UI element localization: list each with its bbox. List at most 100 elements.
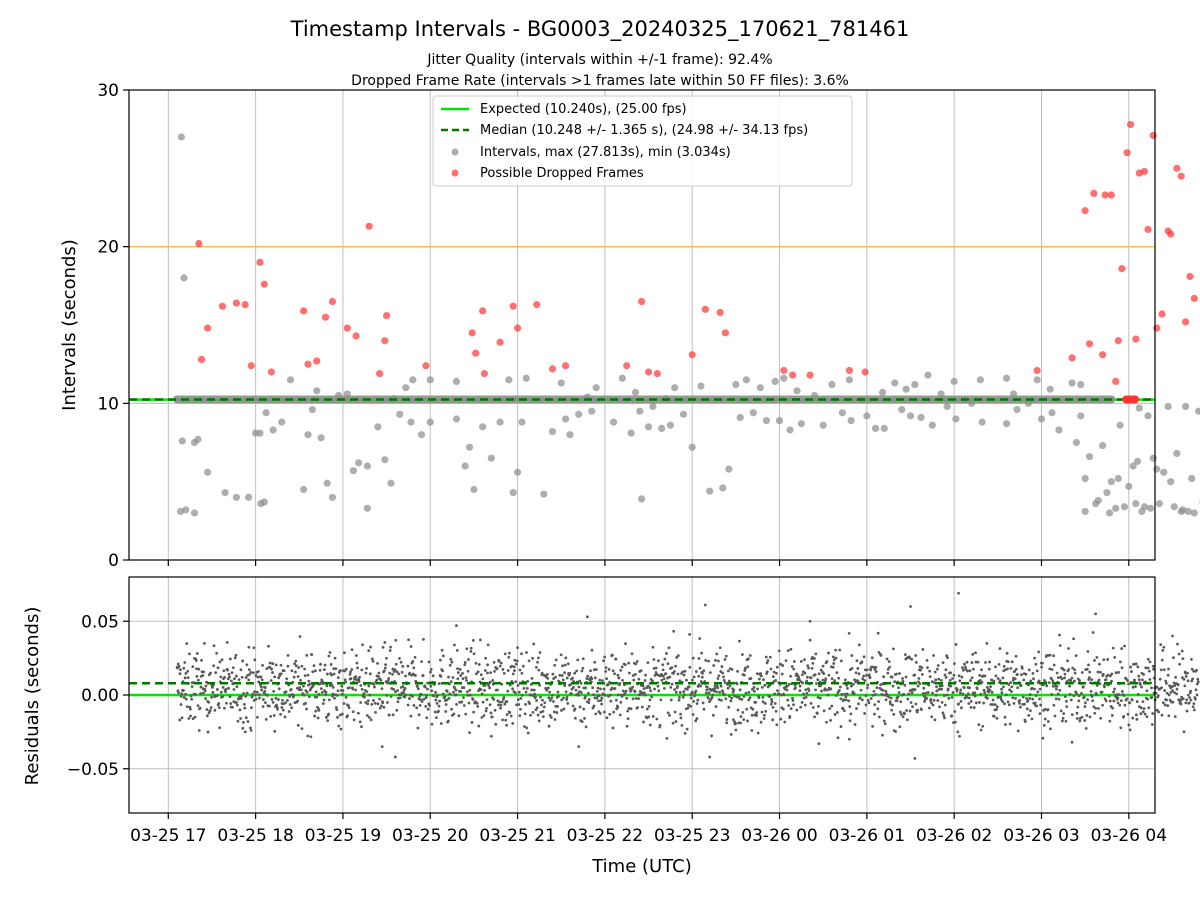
residual-point [360,668,364,672]
residual-point [725,721,729,725]
residual-point [214,671,218,675]
residual-point [329,663,333,666]
residual-point [738,639,741,643]
residual-point [590,677,594,681]
residual-point [235,685,239,689]
residual-point [1077,699,1081,703]
residual-point [483,689,486,692]
residual-point [901,679,905,683]
residual-point [186,676,190,680]
dropped-frame-point [247,362,255,370]
residual-point [772,670,776,674]
residual-point [834,656,838,660]
residual-point [771,718,775,722]
residual-point [1095,684,1099,687]
residual-point [529,693,533,697]
residual-point [770,698,774,701]
residual-point [1051,684,1055,688]
residual-point [554,675,557,679]
residual-point [1160,686,1163,690]
residual-point [478,638,482,642]
residual-point [919,668,923,672]
interval-point [300,485,308,494]
legend: Expected (10.240s), (25.00 fps) Median (… [432,95,853,187]
residual-point [463,663,467,667]
residual-point [1112,699,1116,703]
residual-point [958,734,961,738]
residual-point [816,712,819,715]
residual-point [533,692,537,696]
residual-point [209,671,212,675]
residual-point [686,706,690,710]
residual-point [1098,682,1102,686]
residual-point [727,679,731,683]
residual-point [931,691,934,695]
residual-point [968,686,971,690]
interval-point [334,391,343,400]
residual-point [364,671,368,675]
residual-point [1058,688,1062,692]
residual-point [634,697,638,700]
residual-point [823,679,827,683]
interval-point [1184,507,1192,516]
residual-point [396,700,400,704]
residual-point [1141,710,1145,714]
residual-point [1080,671,1084,674]
residual-point [930,680,934,684]
residual-point [448,692,452,696]
residual-point [986,696,989,700]
residual-point [701,671,704,675]
residual-point [423,685,427,689]
residual-point [884,698,888,702]
residual-point [746,665,750,669]
residual-point [775,665,779,669]
interval-point [461,462,469,470]
residual-point [677,698,681,702]
residual-point [602,687,606,691]
residual-point [857,702,860,706]
interval-point [978,418,986,426]
interval-point [548,427,557,436]
residual-point [857,672,861,676]
residual-point [312,664,316,668]
residual-point [420,660,424,664]
residual-point [753,689,756,693]
residual-point [899,713,903,716]
residual-point [288,695,292,698]
residual-point [656,684,660,688]
residual-point [1126,712,1130,716]
residual-point [358,720,362,724]
residual-point [351,710,355,714]
interval-point [256,429,264,437]
residual-point [1028,709,1032,713]
residual-point [864,703,868,707]
residual-point [624,642,627,646]
residual-point [547,724,551,728]
dropped-frame-point [376,369,384,378]
residual-point [983,674,987,678]
residual-point [185,705,189,709]
residual-point [531,656,535,660]
residual-point [261,698,265,701]
residual-point [1146,657,1150,661]
residual-point [761,700,765,704]
residual-point [485,706,488,710]
residual-point [267,644,270,648]
residual-point [187,652,191,656]
residual-point [182,666,186,670]
residual-point [1051,679,1055,683]
residual-point [204,697,208,701]
residual-point [1194,688,1198,692]
residual-point [710,696,714,699]
interval-point [194,435,202,443]
residual-point [344,695,348,699]
residual-point [394,662,398,666]
residual-point [653,687,656,691]
residual-point [280,706,284,709]
residual-point [723,681,727,685]
residual-point [662,677,666,681]
residual-point [759,674,763,678]
residual-point [185,642,189,645]
residual-point [251,671,255,675]
residual-point [406,664,410,668]
